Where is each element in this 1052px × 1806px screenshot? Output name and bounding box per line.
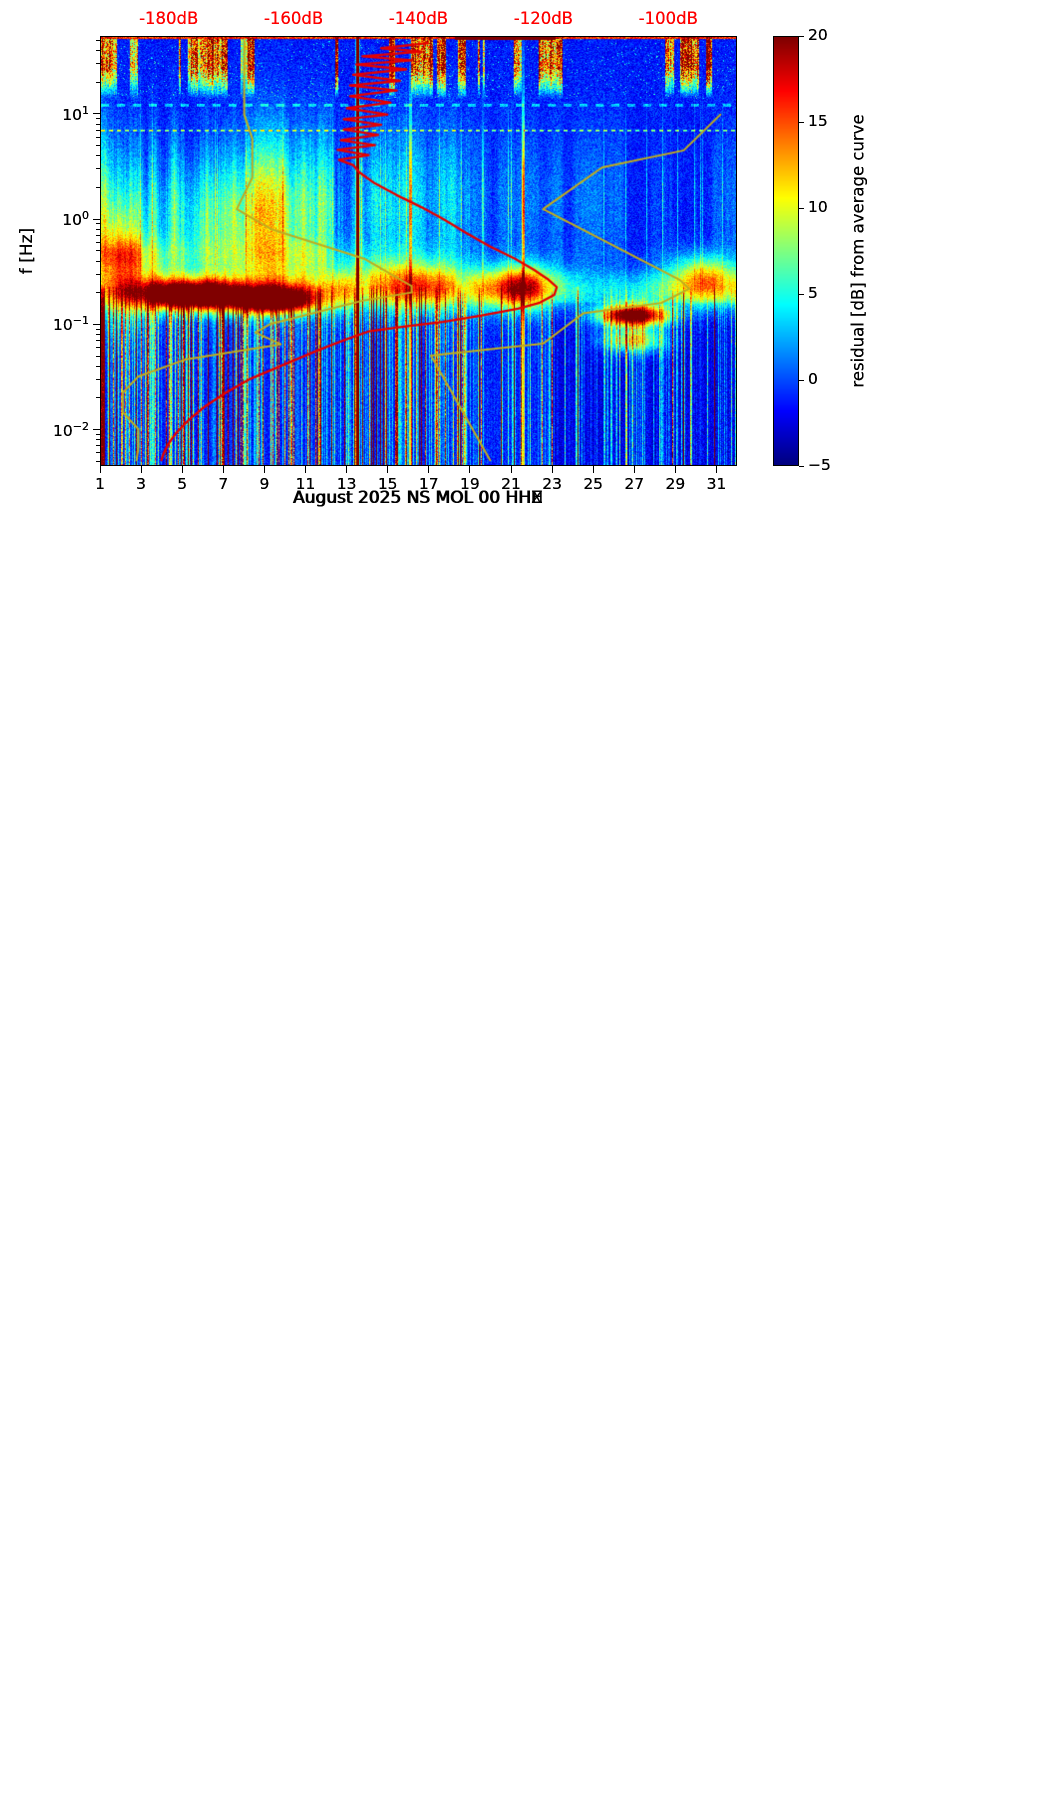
day-tick <box>592 466 594 473</box>
day-tick-label: 3 <box>136 475 147 493</box>
day-tick <box>551 466 553 473</box>
colorbar-tick <box>799 207 804 209</box>
day-tick <box>387 466 389 473</box>
day-tick <box>263 466 265 473</box>
colorbar <box>773 36 799 466</box>
freq-major-tick <box>93 113 100 115</box>
day-tick-label: 27 <box>624 475 645 493</box>
day-tick <box>140 466 142 473</box>
day-tick <box>674 466 676 473</box>
x-axis-label: August 2025 NS MOL 00 HHN <box>292 488 544 508</box>
colorbar-tick <box>799 465 804 467</box>
day-tick-label: 5 <box>177 475 188 493</box>
day-tick <box>510 466 512 473</box>
colorbar-gradient <box>774 37 798 465</box>
x-axis-label: August 2025 NS MOL 00 HHE <box>293 488 543 508</box>
day-tick <box>716 466 717 473</box>
freq-tick-exponent: −1 <box>72 314 89 328</box>
day-tick-label: 29 <box>665 475 686 493</box>
colorbar-tick-label: 5 <box>808 284 818 302</box>
top-axis-tick-label: -100dB <box>638 9 698 28</box>
x-axis-label: August 2025 NS MOL 00 HHZ <box>293 488 543 508</box>
spectrogram-plot-hhz <box>100 36 737 466</box>
day-tick <box>222 466 224 473</box>
top-axis-tick-label: -180dB <box>139 9 199 28</box>
colorbar-tick <box>799 35 804 37</box>
top-axis-tick-label: -120dB <box>513 9 574 28</box>
day-tick <box>181 466 183 473</box>
freq-major-tick <box>93 218 100 220</box>
freq-tick-exponent: −2 <box>72 419 89 433</box>
freq-tick-label: 100 <box>62 209 89 230</box>
colorbar-tick-label: −5 <box>808 456 831 474</box>
day-tick <box>346 466 348 473</box>
day-tick-label: 9 <box>259 475 270 493</box>
day-tick-label: 1 <box>95 475 105 493</box>
colorbar-tick-label: 10 <box>808 198 828 216</box>
colorbar-tick-label: 0 <box>808 370 818 388</box>
day-tick <box>305 466 306 473</box>
freq-tick-label: 10−2 <box>53 419 89 440</box>
day-tick <box>99 466 101 473</box>
day-tick <box>469 466 471 473</box>
colorbar-label: residual [dB] from average curve <box>848 114 868 388</box>
day-tick <box>633 466 635 473</box>
freq-tick-label: 10−1 <box>53 314 89 335</box>
freq-major-tick <box>93 429 100 430</box>
top-axis-tick-label: -140dB <box>388 9 449 28</box>
freq-major-tick <box>93 323 100 325</box>
spectrogram-canvas <box>101 37 736 465</box>
figure-hhz: -180dB -160dB -140dB -120dB -100dB 101 100 10−… <box>0 0 1052 602</box>
y-axis-label: f [Hz] <box>17 227 37 275</box>
day-tick-label: 25 <box>583 475 604 493</box>
day-tick <box>428 466 430 473</box>
colorbar-tick-label: 20 <box>808 26 828 44</box>
colorbar-tick <box>799 121 804 123</box>
day-tick-label: 7 <box>218 475 229 493</box>
freq-tick-exponent: 0 <box>82 209 89 223</box>
freq-tick-label: 101 <box>62 103 89 125</box>
top-axis-tick-label: -160dB <box>263 9 324 28</box>
colorbar-tick-label: 15 <box>808 112 828 130</box>
day-tick-label: 31 <box>706 475 727 493</box>
day-tick-label: 23 <box>542 475 562 493</box>
colorbar-tick <box>799 379 804 381</box>
colorbar-tick <box>799 293 804 295</box>
freq-tick-exponent: 1 <box>82 103 89 117</box>
